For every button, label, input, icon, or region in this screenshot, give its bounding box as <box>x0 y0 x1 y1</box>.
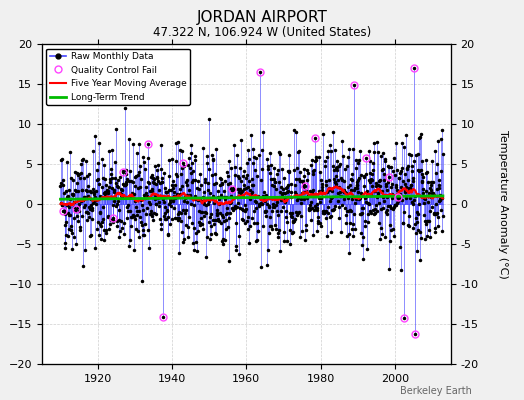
Text: Berkeley Earth: Berkeley Earth <box>400 386 472 396</box>
Legend: Raw Monthly Data, Quality Control Fail, Five Year Moving Average, Long-Term Tren: Raw Monthly Data, Quality Control Fail, … <box>47 48 190 105</box>
Text: 47.322 N, 106.924 W (United States): 47.322 N, 106.924 W (United States) <box>153 26 371 39</box>
Y-axis label: Temperature Anomaly (°C): Temperature Anomaly (°C) <box>498 130 508 278</box>
Text: JORDAN AIRPORT: JORDAN AIRPORT <box>196 10 328 25</box>
